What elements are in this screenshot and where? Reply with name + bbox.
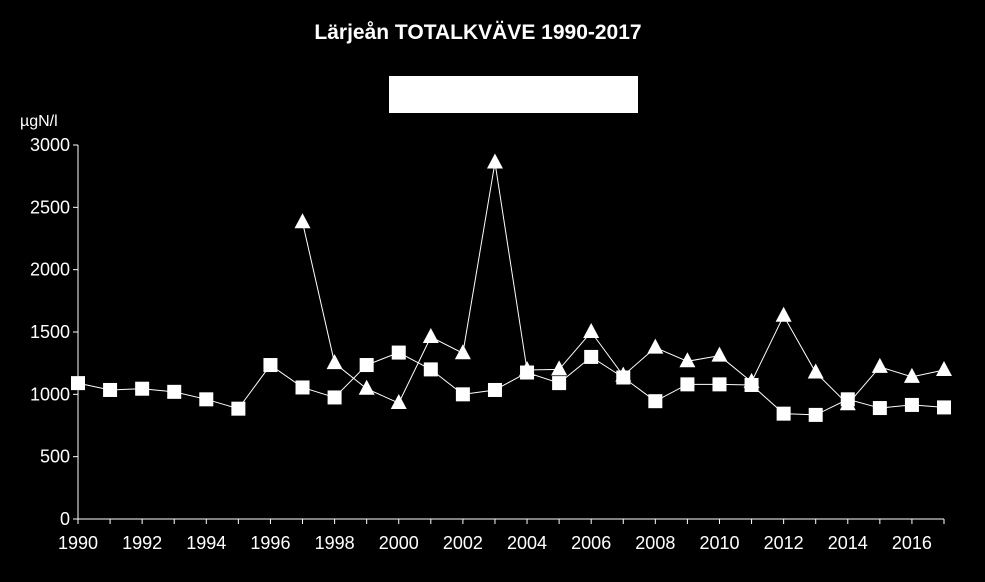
data-point-triangle [839, 395, 856, 411]
data-point-triangle [583, 323, 600, 338]
x-tick-label: 1996 [250, 533, 290, 553]
data-point-triangle [422, 327, 439, 343]
x-tick-label: 1998 [315, 533, 355, 553]
data-point-triangle [615, 366, 632, 382]
data-point-square [937, 400, 951, 415]
x-tick-label: 2012 [764, 533, 804, 553]
data-point-triangle [743, 372, 760, 388]
data-point-square [423, 362, 438, 377]
data-point-square [712, 377, 727, 392]
data-point-triangle [454, 344, 471, 360]
data-point-square [199, 392, 214, 407]
data-point-triangle [294, 213, 311, 229]
data-point-triangle [775, 306, 792, 322]
data-point-triangle [551, 360, 568, 376]
x-tick-label: 1994 [186, 533, 226, 553]
data-point-triangle [519, 361, 536, 377]
data-point-square [359, 358, 374, 373]
data-point-square [776, 406, 791, 421]
data-point-square [71, 376, 85, 391]
data-point-square [263, 358, 278, 373]
data-point-square [391, 345, 406, 360]
x-tick-label: 2008 [635, 533, 675, 553]
data-point-triangle [358, 379, 375, 395]
y-tick-label: 1000 [30, 384, 70, 404]
data-point-triangle [711, 346, 728, 362]
data-point-square [231, 401, 246, 416]
data-point-triangle [871, 357, 888, 373]
y-axis-unit-label: µgN/l [20, 113, 58, 130]
x-tick-label: 2014 [828, 533, 868, 553]
x-tick-label: 2016 [892, 533, 932, 553]
data-point-square [295, 380, 310, 395]
data-point-square [680, 377, 695, 392]
axes: 0 500 1000 1500 2000 2500 3000 1990 1992 1994 1996… [30, 135, 945, 553]
y-tick-label: 2000 [30, 260, 70, 280]
series-layer [71, 153, 952, 422]
data-point-triangle [936, 361, 952, 377]
x-tick-label: 1990 [58, 533, 98, 553]
x-tick-label: 2000 [379, 533, 419, 553]
legend-box [389, 76, 638, 113]
data-point-triangle [326, 354, 343, 370]
data-point-square [455, 387, 470, 402]
data-point-triangle [679, 352, 696, 368]
series-square [71, 345, 951, 422]
data-point-square [648, 394, 663, 409]
data-point-triangle [807, 363, 824, 379]
x-tick-label: 1992 [122, 533, 162, 553]
y-tick-label: 500 [40, 447, 70, 467]
data-point-square [584, 349, 599, 364]
x-tick-label: 2002 [443, 533, 483, 553]
y-tick-label: 0 [60, 509, 70, 529]
x-tick-label: 2004 [507, 533, 547, 553]
data-point-square [167, 384, 182, 399]
data-point-triangle [486, 153, 503, 169]
y-tick-label: 1500 [30, 322, 70, 342]
data-point-square [103, 382, 118, 397]
data-point-triangle [647, 338, 664, 354]
data-point-square [327, 390, 342, 405]
y-tick-label: 2500 [30, 197, 70, 217]
data-point-square [904, 397, 919, 412]
series-line [77, 352, 945, 416]
data-point-square [872, 401, 887, 416]
data-point-triangle [903, 367, 920, 383]
x-tick-label: 2006 [571, 533, 611, 553]
data-point-square [552, 376, 567, 391]
data-point-square [135, 381, 150, 396]
series-triangle [294, 153, 952, 411]
y-tick-label: 3000 [30, 135, 70, 155]
data-point-square [808, 407, 823, 422]
data-point-square [487, 382, 502, 397]
chart-title: Lärjeån TOTALKVÄVE 1990-2017 [314, 21, 641, 44]
data-point-triangle [390, 394, 407, 410]
x-tick-label: 2010 [699, 533, 739, 553]
